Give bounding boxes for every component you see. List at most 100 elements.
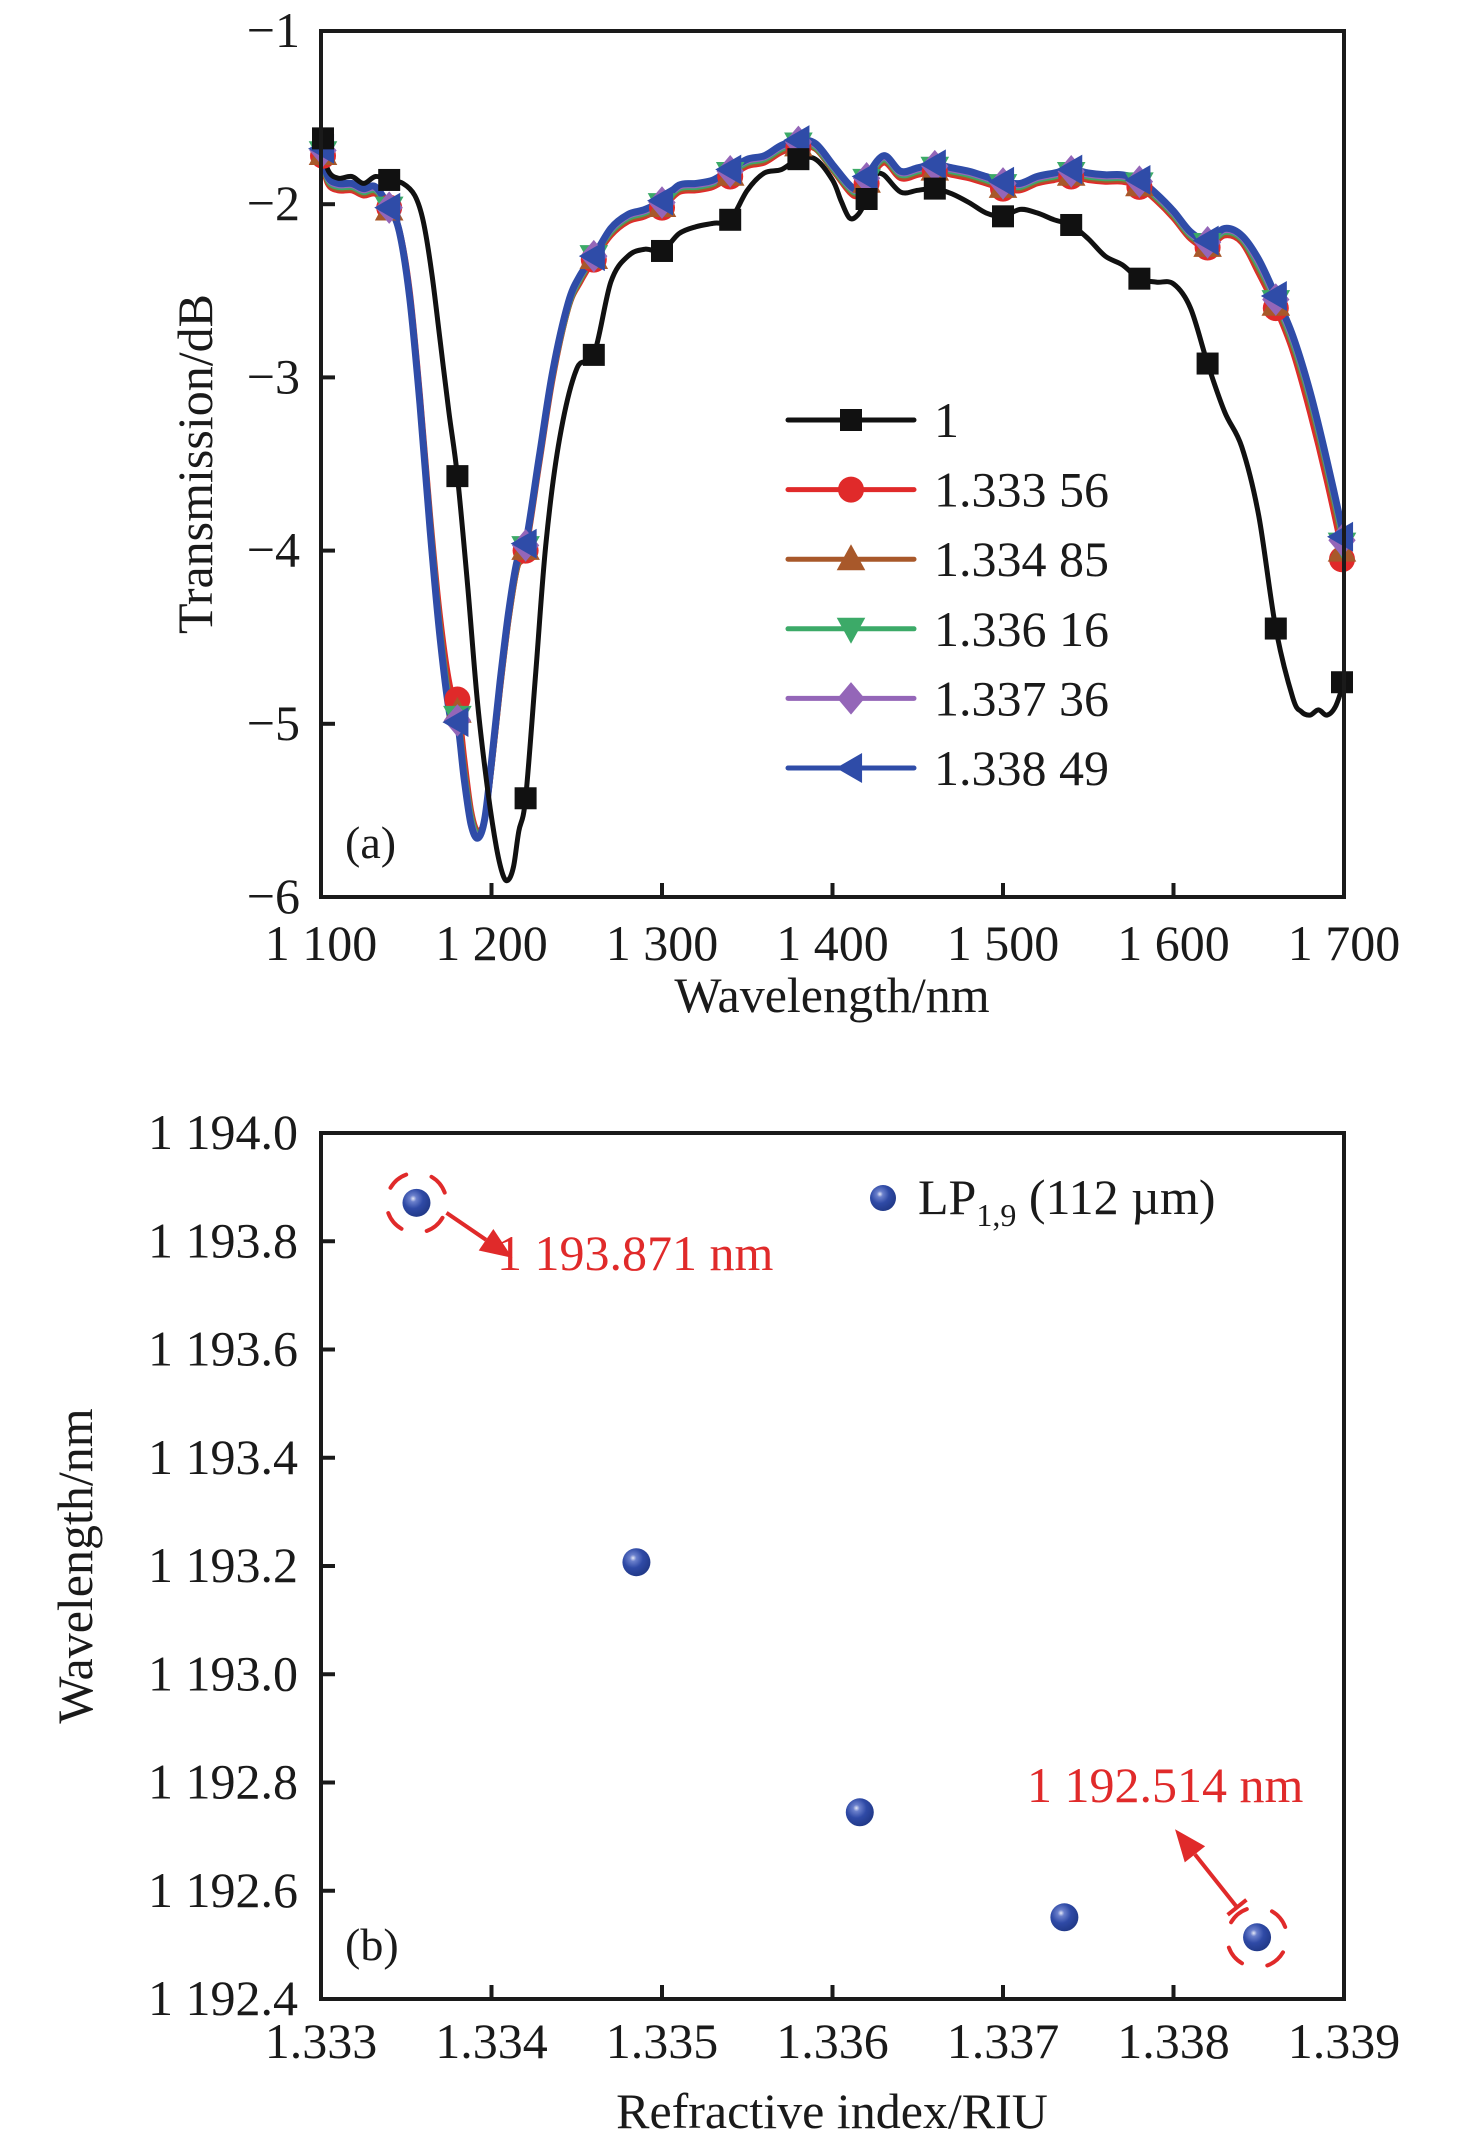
b-point-3 [1050,1903,1079,1932]
b-legend-marker [870,1185,896,1211]
b-point-2 [845,1798,874,1827]
b-xtick-label-3: 1.336 [776,2013,889,2069]
a-marker-s5-10 [988,166,1015,197]
a-xtick-label-3: 1 400 [776,915,889,971]
a-y-tick-labels: −1 −2 −3 −4 −5 −6 [247,2,300,924]
a-marker-s5-14 [1260,281,1287,311]
a-marker-s5-8 [851,161,878,192]
a-marker-s5-1 [374,192,401,223]
a-marker-s5-11 [1056,154,1083,185]
a-legend-label-1: 1.333 56 [934,462,1109,518]
b-ytick-label-4: 1 193.2 [148,1537,298,1593]
b-legend-suffix: (112 µm) [1016,1169,1215,1225]
a-marker-s0-9 [923,177,946,200]
b-legend-name: LP [918,1169,976,1225]
a-xtick-label-5: 1 600 [1117,915,1230,971]
b-ytick-label-5: 1 193.0 [148,1645,298,1701]
panel-b-scatter-chart: 1.333 1.334 1.335 1.336 1.337 1.338 1.339 1 19… [47,1104,1400,2139]
b-xtick-label-4: 1.337 [947,2013,1060,2069]
b-plot-frame [319,1131,1346,2001]
a-legend-label-0: 1 [934,392,959,448]
a-xtick-label-4: 1 500 [947,915,1060,971]
a-marker-s0-7 [787,148,810,171]
a-x-tick-labels: 1 100 1 200 1 300 1 400 1 500 1 600 1 700 [265,915,1401,971]
b-ytick-label-3: 1 193.4 [148,1429,298,1485]
a-marker-s5-5 [647,185,674,216]
b-ytick-label-2: 1 193.6 [148,1321,298,1377]
b-x-tick-labels: 1.333 1.334 1.335 1.336 1.337 1.338 1.339 [265,2013,1401,2069]
a-marker-s0-11 [1060,213,1083,236]
a-series-markers [308,125,1357,810]
b-annotation-last: 1 192.514 nm [1027,1757,1304,1813]
b-xtick-label-5: 1.338 [1117,2013,1230,2069]
a-marker-s0-14 [1264,617,1287,640]
a-ytick-label-0: −1 [247,2,300,58]
b-ytick-label-0: 1 194.0 [148,1104,298,1160]
b-legend: LP1,9 (112 µm) [870,1169,1216,1233]
a-x-axis-title: Wavelength/nm [674,967,989,1023]
b-xtick-label-1: 1.334 [435,2013,548,2069]
b-axis-ticks [321,1239,1176,1999]
b-ytick-label-7: 1 192.6 [148,1862,298,1918]
a-legend-marker-2 [836,544,866,571]
b-y-axis-title: Wavelength/nm [47,1408,103,1723]
a-marker-s0-1 [378,168,401,191]
a-ytick-label-5: −6 [247,868,300,924]
a-marker-s5-4 [578,241,605,272]
a-marker-s5-15 [1327,521,1354,552]
a-axis-ticks [321,202,1176,897]
a-marker-s5-9 [919,149,946,180]
a-marker-s0-8 [855,188,878,211]
a-legend-item-3: 1.336 16 [785,601,1109,657]
b-legend-label: LP1,9 (112 µm) [918,1169,1216,1233]
a-marker-s0-6 [719,208,742,231]
a-panel-label: (a) [345,817,396,868]
b-xtick-label-2: 1.335 [606,2013,719,2069]
b-arrow-last [1175,1829,1248,1917]
b-xtick-label-6: 1.339 [1288,2013,1401,2069]
b-annotations: 1 193.871 nm 1 192.514 nm [386,1172,1304,1968]
a-marker-s0-2 [446,465,469,488]
a-marker-s0-12 [1128,267,1151,290]
b-xtick-label-0: 1.333 [265,2013,378,2069]
a-legend-marker-5 [836,753,863,783]
b-point-1 [622,1548,651,1577]
b-arrow-first [445,1211,513,1258]
a-legend-item-1: 1.333 56 [785,462,1109,518]
b-annotation-first: 1 193.871 nm [497,1225,774,1281]
a-legend-marker-3 [836,617,866,644]
a-legend-label-5: 1.338 49 [934,740,1109,796]
a-legend-item-2: 1.334 85 [785,531,1109,587]
a-legend-item-4: 1.337 36 [785,670,1109,726]
a-legend-label-2: 1.334 85 [934,531,1109,587]
b-panel-label: (b) [345,1919,399,1970]
a-legend-item-0: 1 [785,392,959,448]
b-highlight-last-point [1226,1907,1288,1968]
a-xtick-label-2: 1 300 [606,915,719,971]
a-y-axis-title: Transmission/dB [167,294,223,634]
a-ytick-label-1: −2 [247,175,300,231]
b-highlight-first-point [386,1172,447,1233]
b-point-4 [1243,1923,1272,1952]
b-legend-subscript: 1,9 [976,1197,1016,1233]
a-marker-s5-3 [510,528,537,559]
a-legend: 1 1.333 56 1.334 85 1.336 16 1.337 36 1.338 4… [785,392,1109,796]
a-legend-marker-0 [840,409,862,431]
a-legend-label-3: 1.336 16 [934,601,1109,657]
a-xtick-label-1: 1 200 [435,915,548,971]
a-legend-marker-4 [837,682,865,715]
b-ytick-label-8: 1 192.4 [148,1970,298,2026]
a-xtick-label-6: 1 700 [1288,915,1401,971]
a-legend-item-5: 1.338 49 [785,740,1109,796]
a-marker-s5-2 [442,707,469,738]
a-legend-marker-1 [838,476,864,503]
a-marker-s0-10 [992,205,1014,228]
b-y-tick-labels: 1 194.0 1 193.8 1 193.6 1 193.4 1 193.2 1 193… [148,1104,298,2026]
b-point-0 [402,1188,431,1217]
a-marker-s0-3 [514,787,537,810]
a-xtick-label-0: 1 100 [265,915,378,971]
a-ytick-label-2: −3 [247,348,300,404]
a-marker-s0-4 [582,343,605,366]
a-ytick-label-4: −5 [247,695,300,751]
a-legend-label-4: 1.337 36 [934,670,1109,726]
